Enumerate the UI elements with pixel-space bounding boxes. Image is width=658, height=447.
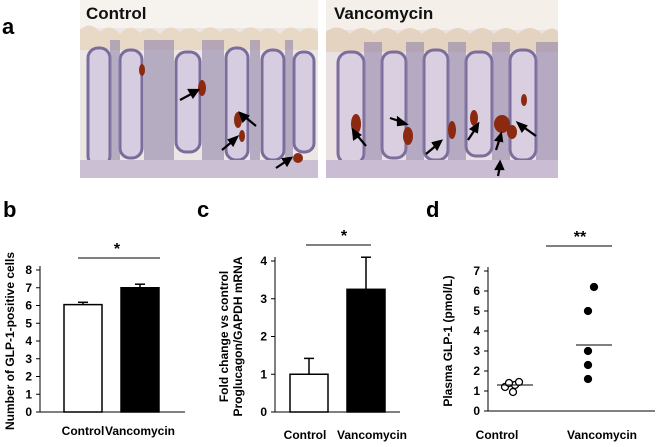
y-tick-label: 0 — [260, 405, 267, 419]
x-tick-label: Control — [476, 428, 519, 442]
significance-marker: ** — [574, 229, 587, 246]
data-point-vancomycin — [583, 360, 593, 370]
data-point-vancomycin — [583, 306, 593, 316]
y-tick-label: 6 — [473, 284, 480, 298]
micrograph-vancomycin-image — [326, 0, 558, 178]
y-tick-label: 2 — [473, 364, 480, 378]
micrograph-control-label: Control — [86, 4, 147, 23]
y-tick-label: 2 — [260, 330, 267, 344]
y-tick-label: 0 — [25, 405, 32, 419]
y-axis-label: Plasma GLP-1 (pmol/L) — [441, 275, 455, 406]
y-tick-label: 5 — [25, 316, 32, 330]
chart-b-glp1-cells: 0 1 2 3 4 5 6 7 8 Control Vancomycin * Number of GLP… — [3, 241, 185, 438]
y-tick-label: 4 — [25, 334, 32, 348]
bar-vancomycin — [120, 287, 160, 413]
micrograph-vancomycin-label: Vancomycin — [334, 4, 434, 23]
y-axis-label: Number of GLP-1-positive cells — [3, 252, 17, 430]
y-tick-label: 4 — [260, 254, 267, 268]
y-tick-label: 3 — [260, 292, 267, 306]
y-tick-label: 6 — [25, 299, 32, 313]
y-axis-label-line: Fold change vs control — [217, 271, 231, 402]
x-tick-label: Control — [284, 428, 327, 442]
y-tick-label: 5 — [473, 304, 480, 318]
y-axis-label-line: Proglucagon/GAPDH mRNA — [231, 256, 245, 416]
micrograph-vancomycin: Vancomycin — [326, 0, 558, 178]
data-point-vancomycin — [583, 374, 593, 384]
data-point-control — [508, 387, 518, 397]
x-tick-label: Vancomycin — [105, 424, 175, 438]
panel-letter-c: c — [197, 197, 210, 222]
y-tick-label: 1 — [260, 367, 267, 381]
significance-marker: * — [341, 228, 348, 245]
y-tick-label: 8 — [25, 263, 32, 277]
chart-c-proglucagon-mrna: 0 1 2 3 4 Control Vancomycin * Fold change vs co… — [217, 228, 407, 442]
y-tick-label: 3 — [25, 352, 32, 366]
x-tick-label: Vancomycin — [337, 428, 407, 442]
bar-control — [289, 373, 329, 413]
y-tick-label: 2 — [25, 370, 32, 384]
significance-marker: * — [114, 241, 121, 258]
y-tick-label: 7 — [25, 281, 32, 295]
x-tick-label: Control — [62, 424, 105, 438]
x-tick-label: Vancomycin — [567, 428, 637, 442]
data-point-vancomycin — [583, 346, 593, 356]
panel-letter-b: b — [3, 197, 17, 222]
y-tick-label: 7 — [473, 264, 480, 278]
micrograph-control-image — [80, 0, 318, 178]
panel-letter-a: a — [2, 14, 15, 39]
micrograph-control: Control — [80, 0, 318, 178]
bar-vancomycin — [346, 288, 386, 413]
bar-control — [63, 303, 103, 413]
y-tick-label: 1 — [25, 387, 32, 401]
data-point-control — [514, 377, 524, 387]
chart-d-plasma-glp1: 0 1 2 3 4 5 6 7 Control Vancomycin ** Plasma GLP-1 … — [441, 229, 655, 442]
data-point-vancomycin — [589, 282, 599, 292]
y-tick-label: 3 — [473, 344, 480, 358]
y-tick-label: 1 — [473, 384, 480, 398]
y-tick-label: 0 — [473, 404, 480, 418]
y-tick-label: 4 — [473, 324, 480, 338]
panel-letter-d: d — [426, 197, 440, 222]
